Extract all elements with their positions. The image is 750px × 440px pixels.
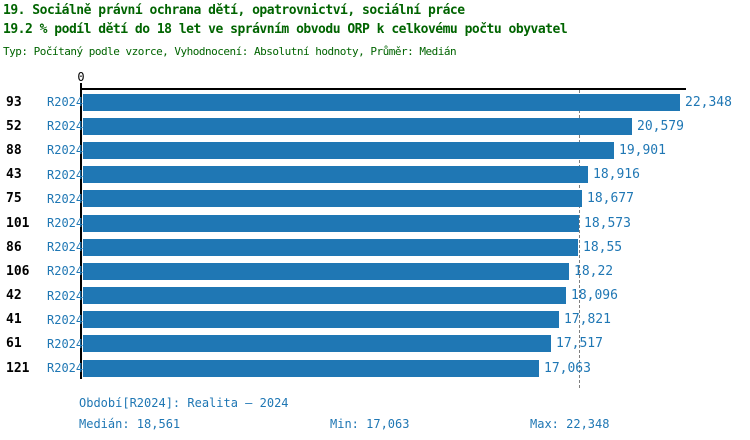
bar-track: 17,821 [83,311,750,329]
value-bar [83,287,566,305]
bar-value-label: 17,063 [544,360,591,376]
min-stat: Min: 17,063 [330,417,410,431]
x-axis-line [80,88,686,90]
bar-value-label: 18,22 [574,263,614,279]
bar-value-label: 18,096 [571,288,618,304]
row-period-label: R2024 [47,264,84,279]
indicator-subtitle: 19.2 % podíl dětí do 18 let ve správním … [3,22,568,37]
bar-track: 18,096 [83,287,750,305]
chart-rows: 93 R2024 22,348 52 R2024 20,579 88 R2024 19,901 4… [0,90,750,380]
bar-track: 18,677 [83,190,750,208]
value-bar [83,262,569,280]
value-bar [83,93,680,111]
bar-track: 18,916 [83,166,750,184]
chart-row: 43 R2024 18,916 [0,163,750,187]
bar-track: 18,55 [83,238,750,256]
row-period-label: R2024 [47,361,84,376]
row-org-number: 93 [6,94,22,110]
chart-row: 41 R2024 17,821 [0,308,750,332]
indicator-meta: Typ: Počítaný podle vzorce, Vyhodnocení:… [3,45,457,58]
row-period-label: R2024 [47,167,84,182]
chart-row: 121 R2024 17,063 [0,356,750,380]
chart-row: 88 R2024 19,901 [0,138,750,162]
median-stat: Medián: 18,561 [79,417,181,431]
bar-value-label: 22,348 [685,94,732,110]
y-axis-line [80,83,82,379]
page-title: 19. Sociálně právní ochrana dětí, opatro… [3,3,465,18]
row-period-label: R2024 [47,288,84,303]
row-period-label: R2024 [47,240,84,255]
max-stat: Max: 22,348 [530,417,610,431]
row-org-number: 101 [6,215,30,231]
bar-track: 22,348 [83,93,750,111]
row-org-number: 88 [6,142,22,158]
chart-row: 93 R2024 22,348 [0,90,750,114]
value-bar [83,117,632,135]
row-org-number: 106 [6,263,30,279]
row-org-number: 52 [6,118,22,134]
row-period-label: R2024 [47,312,84,327]
bar-value-label: 18,677 [587,191,634,207]
value-bar [83,359,539,377]
row-org-number: 42 [6,288,22,304]
row-org-number: 43 [6,167,22,183]
value-bar [83,141,614,159]
bar-track: 20,579 [83,117,750,135]
chart-row: 101 R2024 18,573 [0,211,750,235]
value-bar [83,335,551,353]
bar-value-label: 20,579 [637,118,684,134]
row-period-label: R2024 [47,95,84,110]
row-period-label: R2024 [47,336,84,351]
row-period-label: R2024 [47,191,84,206]
row-org-number: 41 [6,312,22,328]
value-bar [83,190,582,208]
bar-track: 17,517 [83,335,750,353]
value-bar [83,214,579,232]
bar-track: 18,22 [83,262,750,280]
bar-track: 19,901 [83,141,750,159]
row-period-label: R2024 [47,143,84,158]
median-reference-line [579,90,580,388]
row-org-number: 121 [6,360,30,376]
chart-row: 75 R2024 18,677 [0,187,750,211]
chart-row: 52 R2024 20,579 [0,114,750,138]
value-bar [83,166,588,184]
bar-value-label: 17,821 [564,312,611,328]
chart-row: 86 R2024 18,55 [0,235,750,259]
row-period-label: R2024 [47,216,84,231]
period-info: Období[R2024]: Realita – 2024 [79,396,289,410]
bar-value-label: 18,916 [593,167,640,183]
bar-track: 18,573 [83,214,750,232]
bar-value-label: 18,55 [583,239,623,255]
bar-value-label: 18,573 [584,215,631,231]
x-axis-zero-tick: 0 [77,70,85,84]
chart-row: 42 R2024 18,096 [0,284,750,308]
value-bar [83,238,578,256]
row-org-number: 75 [6,191,22,207]
row-org-number: 86 [6,239,22,255]
bar-track: 17,063 [83,359,750,377]
row-period-label: R2024 [47,119,84,134]
value-bar [83,311,559,329]
row-org-number: 61 [6,336,22,352]
bar-value-label: 19,901 [619,142,666,158]
chart-row: 61 R2024 17,517 [0,332,750,356]
chart-row: 106 R2024 18,22 [0,259,750,283]
bar-value-label: 17,517 [556,336,603,352]
